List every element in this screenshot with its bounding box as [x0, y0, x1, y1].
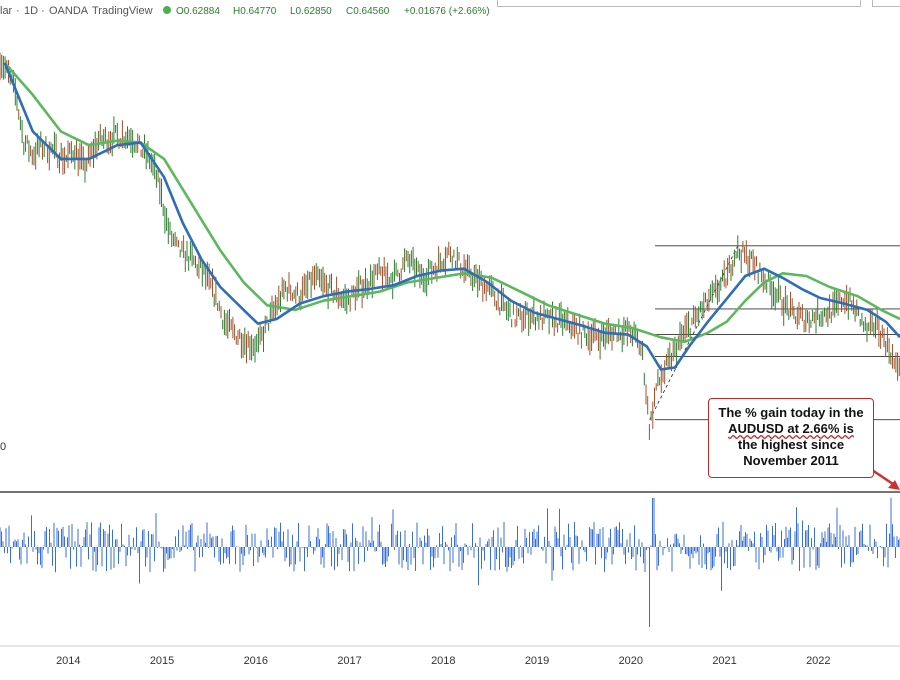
annotation-line-4: November 2011	[743, 453, 839, 468]
x-axis: 2014 2015 2016 2017 2018 2019 2020 2021 2022	[56, 655, 830, 667]
header-platform: TradingView	[92, 5, 153, 17]
pane-label: 0	[0, 441, 6, 453]
header-symbol: lar	[0, 5, 13, 17]
x-tick-label: 2020	[619, 655, 643, 667]
x-tick-label: 2016	[244, 655, 268, 667]
annotation-arrow	[871, 468, 900, 490]
header-low: L0.62850	[290, 6, 332, 17]
x-tick-label: 2014	[56, 655, 80, 667]
x-tick-label: 2021	[712, 655, 736, 667]
header-open: O0.62884	[176, 6, 220, 17]
x-tick-label: 2019	[525, 655, 549, 667]
ma-slow-line	[3, 62, 900, 344]
header-broker: OANDA	[49, 5, 89, 17]
annotation-line-1: The % gain today in the	[718, 405, 864, 420]
market-status-dot	[163, 6, 171, 14]
header-high: H0.64770	[233, 6, 277, 17]
chart-header: lar · 1D · OANDA · TradingView O0.62884 …	[0, 5, 490, 17]
header-sep-3: ·	[84, 5, 88, 17]
daily-change-pane	[0, 498, 900, 627]
arrow-shaft	[871, 468, 897, 488]
annotation-line-2: AUDUSD at 2.66% is	[728, 421, 854, 436]
x-tick-label: 2015	[150, 655, 174, 667]
header-interval: 1D	[24, 5, 38, 17]
annotation-line-3: the highest since	[737, 437, 845, 452]
x-tick-label: 2022	[806, 655, 830, 667]
top-toolbar-box[interactable]	[497, 0, 861, 7]
x-tick-label: 2018	[431, 655, 455, 667]
fib-diagonal-line	[649, 245, 739, 420]
header-sep-1: ·	[16, 5, 20, 17]
top-toolbar-box-right[interactable]	[872, 0, 900, 7]
annotation-box: The % gain today in the AUDUSD at 2.66% …	[708, 398, 874, 478]
ma-fast-line	[3, 62, 900, 371]
header-sep-2: ·	[41, 5, 45, 17]
arrow-head	[888, 480, 900, 490]
header-close: C0.64560	[346, 6, 390, 17]
price-pane	[0, 52, 900, 647]
header-change: +0.01676 (+2.66%)	[404, 6, 490, 17]
x-tick-label: 2017	[337, 655, 361, 667]
